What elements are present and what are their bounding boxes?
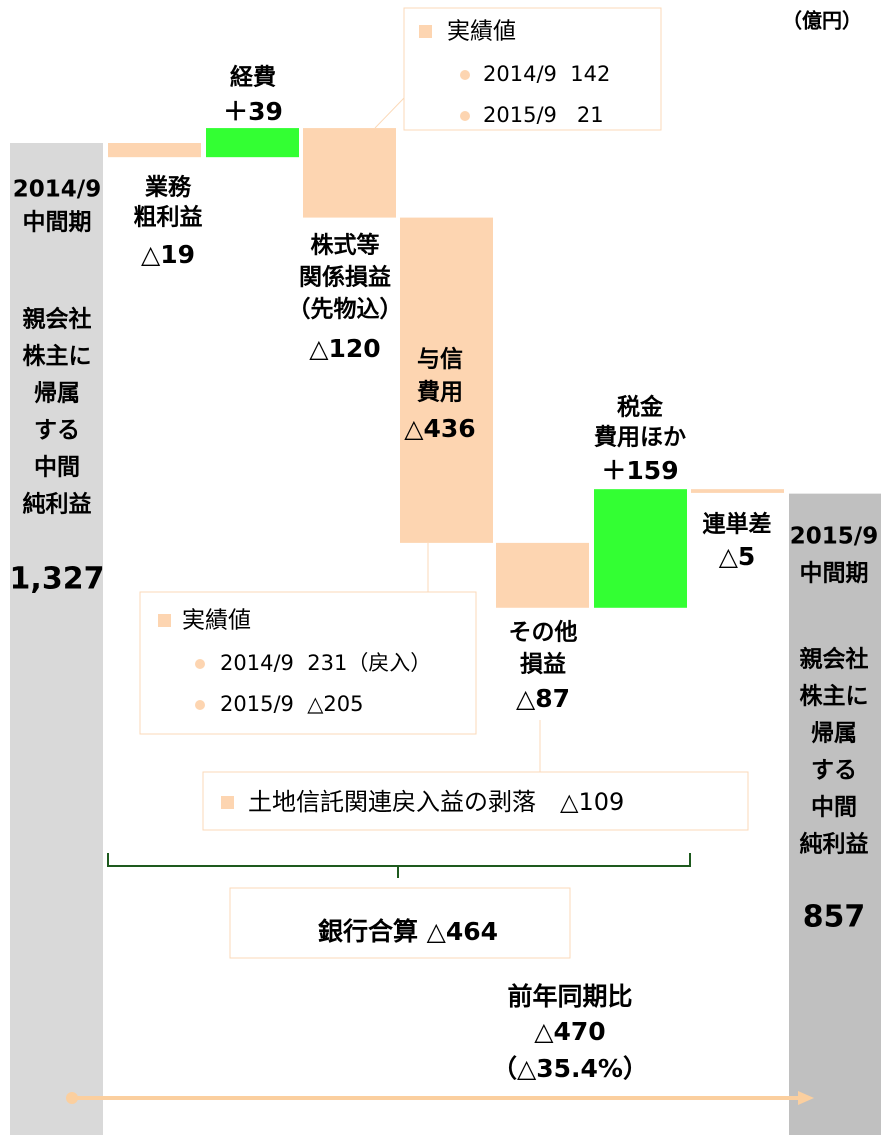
end-caption: する	[811, 758, 857, 784]
note-box	[202, 771, 749, 831]
start-caption: 帰属	[34, 381, 80, 407]
note-item: 2014/9 142	[483, 62, 610, 86]
step-label: 経費	[230, 64, 276, 91]
step-label: 粗利益	[134, 204, 203, 231]
end-bar	[789, 493, 881, 1136]
end-caption: 帰属	[811, 721, 857, 747]
end-caption: 純利益	[800, 831, 869, 858]
step-bar	[108, 143, 201, 158]
unit: （億円）	[782, 9, 862, 33]
step-value: ＋159	[601, 456, 678, 485]
step-value: △120	[309, 334, 380, 363]
note-title: 実績値	[447, 19, 516, 45]
step-label: 損益	[520, 651, 566, 678]
step-bar	[691, 489, 784, 493]
step-label: 連単差	[703, 511, 772, 538]
start-caption: 株主に	[23, 344, 92, 370]
step-value: △19	[141, 240, 195, 269]
step-label: 税金	[617, 394, 664, 421]
step-label: 業務	[144, 174, 192, 201]
step-value: ＋39	[223, 97, 283, 126]
arrow-head	[798, 1091, 814, 1105]
step-label: （先物込）	[288, 296, 403, 323]
start-caption: 中間	[34, 455, 80, 481]
end-label: 2015/9	[790, 524, 878, 550]
note-title: 土地信託関連戻入益の剥落 △109	[248, 788, 624, 816]
step-value: △5	[719, 542, 756, 571]
bullet	[195, 659, 205, 669]
step-label: 与信	[417, 346, 463, 373]
connector	[374, 97, 405, 129]
comparison: （△35.4%）	[492, 1054, 648, 1083]
step-value: △436	[404, 414, 475, 443]
note-square	[419, 25, 432, 38]
note-item: 2015/9 △205	[220, 692, 363, 716]
end-caption: 株主に	[800, 684, 869, 710]
start-value: 1,327	[10, 562, 105, 597]
step-bar	[206, 128, 299, 158]
start-caption: 純利益	[23, 491, 92, 518]
end-value: 857	[803, 900, 866, 935]
step-label: 費用	[417, 380, 463, 406]
start-label: 2014/9	[13, 177, 101, 203]
start-label: 中間期	[23, 210, 92, 236]
note-square	[158, 614, 171, 627]
step-label: その他	[509, 620, 578, 646]
start-bar	[10, 143, 103, 1135]
start-caption: する	[34, 418, 80, 444]
end-label: 中間期	[800, 561, 869, 587]
brace	[107, 853, 691, 878]
step-bar	[400, 217, 493, 543]
step-bar	[496, 542, 589, 608]
step-bar	[594, 489, 687, 608]
bullet	[460, 70, 470, 80]
comparison: 前年同期比	[507, 982, 632, 1011]
start-caption: 親会社	[23, 306, 92, 333]
total-box	[229, 887, 571, 959]
bank-total: 銀行合算 △464	[318, 917, 498, 946]
bullet	[460, 111, 470, 121]
arrow-tail	[66, 1092, 78, 1104]
note-item: 2014/9 231（戻入）	[220, 651, 431, 675]
comparison: △470	[534, 1017, 605, 1046]
step-label: 費用ほか	[594, 425, 686, 451]
end-caption: 中間	[811, 795, 857, 821]
note-item: 2015/9 21	[483, 103, 604, 127]
note-box	[403, 7, 662, 131]
note-square	[221, 796, 234, 809]
note-title: 実績値	[182, 608, 251, 634]
step-bar	[303, 128, 396, 218]
step-value: △87	[516, 684, 570, 713]
end-caption: 親会社	[800, 646, 869, 673]
step-label: 関係損益	[299, 264, 391, 291]
bullet	[195, 700, 205, 710]
step-label: 株式等	[311, 232, 380, 259]
